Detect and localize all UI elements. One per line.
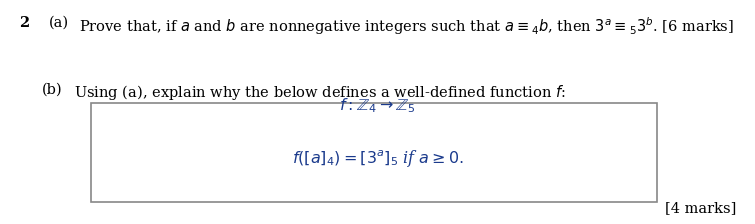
Text: [4 marks]: [4 marks] <box>664 201 736 215</box>
Text: $f : \mathbb{Z}_4 \rightarrow \mathbb{Z}_5$: $f : \mathbb{Z}_4 \rightarrow \mathbb{Z}… <box>339 97 416 115</box>
Text: 2: 2 <box>19 16 29 30</box>
Text: (b): (b) <box>42 83 62 97</box>
Text: Using (a), explain why the below defines a well-defined function $f$:: Using (a), explain why the below defines… <box>74 83 565 102</box>
Text: $f([a]_4) = [3^a]_5$ if $a \geq 0.$: $f([a]_4) = [3^a]_5$ if $a \geq 0.$ <box>291 148 464 169</box>
Text: Prove that, if $a$ and $b$ are nonnegative integers such that $a \equiv_4 b$, th: Prove that, if $a$ and $b$ are nonnegati… <box>79 16 735 37</box>
Text: (a): (a) <box>49 16 69 30</box>
